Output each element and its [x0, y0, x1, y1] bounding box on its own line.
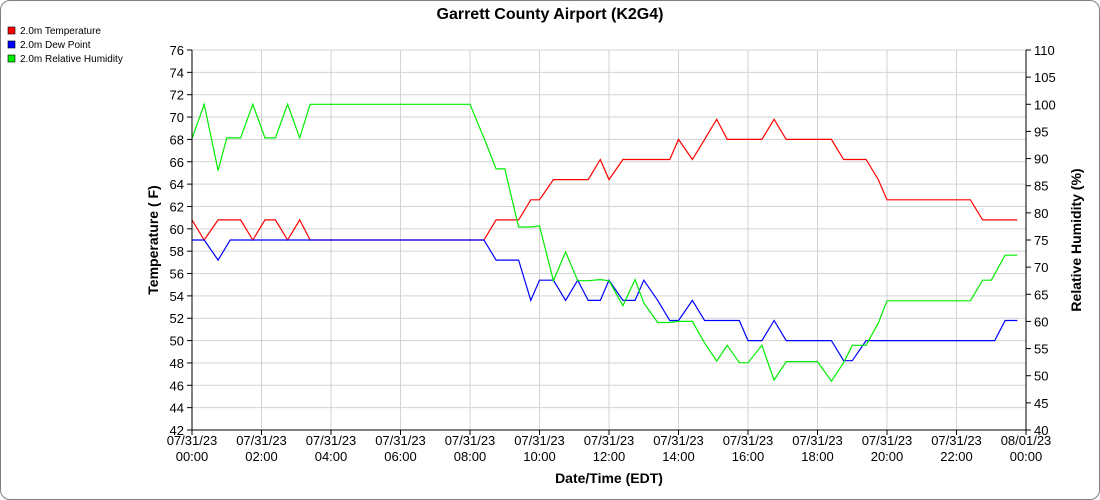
- x-tick-time-label: 12:00: [593, 449, 626, 464]
- y-right-tick-label: 70: [1034, 260, 1048, 275]
- x-tick-time-label: 20:00: [871, 449, 904, 464]
- x-tick-date-label: 07/31/23: [514, 433, 565, 448]
- y-right-tick-label: 45: [1034, 396, 1048, 411]
- x-tick-date-label: 07/31/23: [375, 433, 426, 448]
- y-right-tick-label: 85: [1034, 179, 1048, 194]
- legend: 2.0m Temperature 2.0m Dew Point 2.0m Relat…: [7, 26, 123, 65]
- x-tick-date-label: 07/31/23: [584, 433, 635, 448]
- y-left-tick-label: 42: [170, 423, 184, 438]
- x-tick-date-label: 07/31/23: [167, 433, 218, 448]
- y-left-tick-label: 64: [170, 177, 184, 192]
- y-right-tick-label: 65: [1034, 287, 1048, 302]
- x-tick-time-label: 16:00: [732, 449, 765, 464]
- x-tick-time-label: 18:00: [801, 449, 834, 464]
- y-left-tick-label: 60: [170, 222, 184, 237]
- x-tick-date-label: 07/31/23: [792, 433, 843, 448]
- legend-swatch-2-0m-temperature: [7, 26, 16, 35]
- x-tick-date-label: 07/31/23: [931, 433, 982, 448]
- legend-label-2-0m-relative-humidity: 2.0m Relative Humidity: [20, 54, 123, 65]
- x-tick-date-label: 07/31/23: [306, 433, 357, 448]
- x-tick-date-label: 07/31/23: [723, 433, 774, 448]
- series-layer: [191, 102, 1018, 383]
- y-left-tick-label: 50: [170, 334, 184, 349]
- x-tick-time-label: 10:00: [523, 449, 556, 464]
- y-right-tick-label: 60: [1034, 314, 1048, 329]
- y-left-tick-label: 68: [170, 132, 184, 147]
- legend-label-2-0m-dew-point: 2.0m Dew Point: [20, 40, 91, 51]
- y-right-tick-label: 50: [1034, 369, 1048, 384]
- x-tick-time-label: 06:00: [384, 449, 417, 464]
- x-tick-time-label: 00:00: [1010, 449, 1043, 464]
- y-axis-left-label: Temperature ( F): [145, 185, 161, 294]
- y-right-tick-label: 80: [1034, 206, 1048, 221]
- x-tick-time-label: 14:00: [662, 449, 695, 464]
- y-right-tick-label: 90: [1034, 152, 1048, 167]
- ticks: 42 44 46 48 50 52 54 56 58 60 62 64 66 68 70 72 74 76 40 45…: [167, 43, 1056, 464]
- y-left-tick-label: 66: [170, 155, 184, 170]
- legend-label-2-0m-temperature: 2.0m Temperature: [20, 26, 101, 37]
- x-tick-time-label: 02:00: [245, 449, 278, 464]
- y-left-tick-label: 46: [170, 378, 184, 393]
- x-tick-date-label: 08/01/23: [1001, 433, 1052, 448]
- y-left-tick-label: 44: [170, 401, 184, 416]
- series-line-2-0m-temperature: [191, 118, 1018, 242]
- x-axis-label: Date/Time (EDT): [555, 470, 663, 486]
- y-left-tick-label: 52: [170, 311, 184, 326]
- x-tick-time-label: 08:00: [454, 449, 487, 464]
- chart-title: Garrett County Airport (K2G4): [437, 6, 664, 23]
- y-left-tick-label: 62: [170, 199, 184, 214]
- legend-swatch-2-0m-relative-humidity: [7, 54, 16, 63]
- series-line-2-0m-dew-point: [192, 239, 1018, 362]
- y-right-tick-label: 95: [1034, 124, 1048, 139]
- y-left-tick-label: 76: [170, 43, 184, 58]
- x-tick-date-label: 07/31/23: [236, 433, 287, 448]
- y-left-tick-label: 58: [170, 244, 184, 259]
- x-tick-date-label: 07/31/23: [862, 433, 913, 448]
- y-left-tick-label: 56: [170, 267, 184, 282]
- x-tick-date-label: 07/31/23: [653, 433, 704, 448]
- y-axis-right-label: Relative Humidity (%): [1068, 168, 1084, 311]
- y-left-tick-label: 70: [170, 110, 184, 125]
- x-tick-time-label: 04:00: [315, 449, 348, 464]
- y-left-tick-label: 72: [170, 88, 184, 103]
- series-line-2-0m-relative-humidity: [191, 102, 1018, 383]
- y-left-tick-label: 74: [170, 65, 184, 80]
- y-right-tick-label: 110: [1034, 43, 1055, 58]
- x-tick-time-label: 00:00: [176, 449, 209, 464]
- x-tick-date-label: 07/31/23: [445, 433, 496, 448]
- y-right-tick-label: 40: [1034, 423, 1048, 438]
- y-left-tick-label: 48: [170, 356, 184, 371]
- y-left-tick-label: 54: [170, 289, 184, 304]
- y-right-tick-label: 75: [1034, 233, 1048, 248]
- legend-swatch-2-0m-dew-point: [7, 40, 16, 49]
- x-tick-time-label: 22:00: [940, 449, 973, 464]
- y-right-tick-label: 100: [1034, 97, 1056, 112]
- y-right-tick-label: 105: [1034, 70, 1056, 85]
- y-right-tick-label: 55: [1034, 342, 1048, 357]
